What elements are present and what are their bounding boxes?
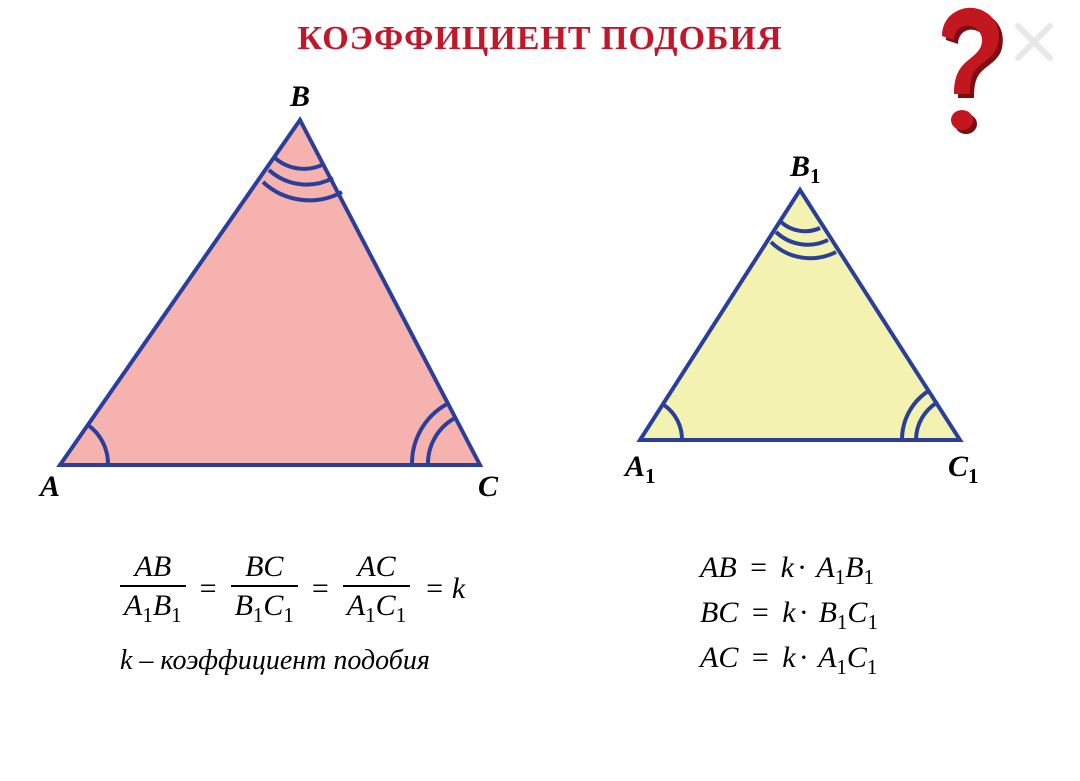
vertex-b-label: B [290, 80, 310, 114]
vertex-c-label: C [478, 470, 498, 504]
eq-line-1: AB = k· A1B1 [700, 551, 878, 590]
figure-canvas [0, 0, 1080, 520]
side-equations: AB = k· A1B1 BC = k· B1C1 AC = k· A1C1 [700, 545, 878, 686]
slide: КОЭФФИЦИЕНТ ПОДОБИЯ [0, 0, 1080, 781]
vertex-a-label: A [40, 470, 60, 504]
vertex-b1-label: B1 [790, 150, 821, 189]
triangle-a1b1c1 [640, 190, 960, 440]
eq-line-3: AC = k· A1C1 [700, 641, 878, 680]
vertex-c1-label: C1 [948, 450, 979, 489]
k-caption: k – коэффициент подобия [120, 645, 465, 677]
vertex-a1-label: A1 [625, 450, 656, 489]
eq-line-2: BC = k· B1C1 [700, 596, 878, 635]
ratio-equation: AB A1B1 = BC B1C1 = AC A1C1 = k k – коэф… [120, 550, 465, 677]
